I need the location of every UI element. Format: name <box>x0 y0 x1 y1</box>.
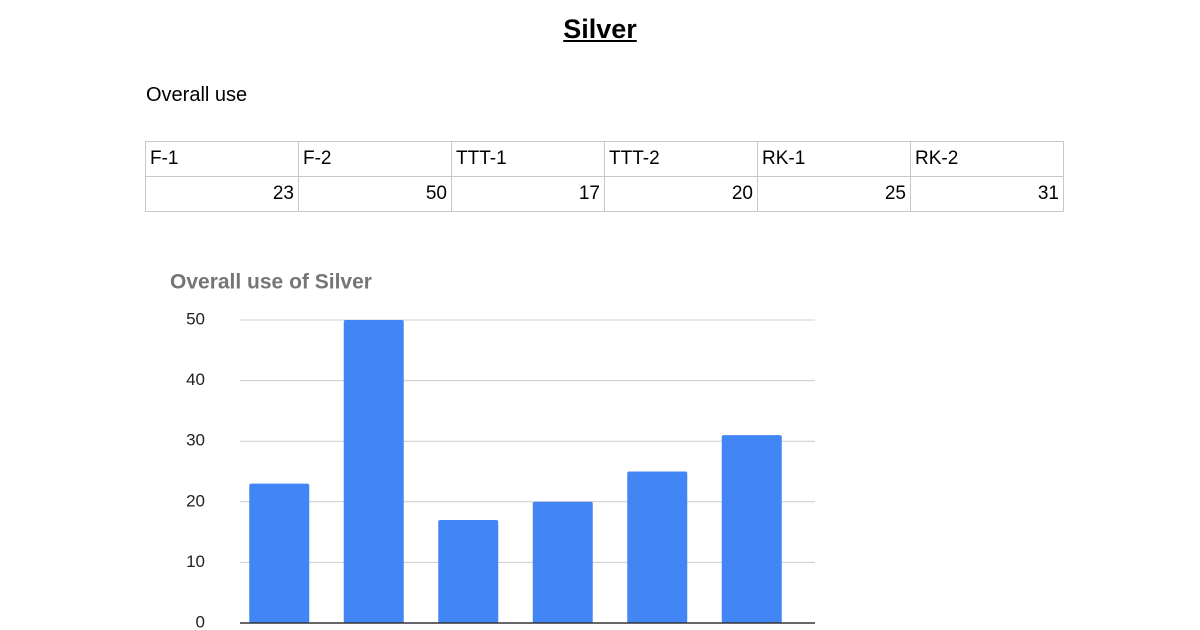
table-cell: 31 <box>910 176 1064 212</box>
table-cell: 23 <box>145 176 299 212</box>
table-row: 23 50 17 20 25 31 <box>145 176 1064 212</box>
table-cell: 25 <box>757 176 911 212</box>
bar <box>438 519 499 623</box>
table-cell: RK-1 <box>757 141 911 177</box>
table-row: F-1 F-2 TTT-1 TTT-2 RK-1 RK-2 <box>145 141 1064 177</box>
bar <box>721 435 782 623</box>
bar <box>532 501 593 623</box>
data-table: F-1 F-2 TTT-1 TTT-2 RK-1 RK-2 23 50 17 20 25 31 <box>145 141 1064 212</box>
bar <box>627 471 688 623</box>
chart-title: Overall use of Silver <box>170 271 372 294</box>
y-tick-label: 50 <box>186 309 205 328</box>
y-tick-label: 30 <box>186 431 205 450</box>
doc-subtitle: Overall use <box>146 84 248 106</box>
y-tick-label: 10 <box>186 552 205 571</box>
y-tick-label: 20 <box>186 491 205 510</box>
table-cell: 50 <box>298 176 452 212</box>
table-cell: TTT-2 <box>604 141 758 177</box>
bar <box>343 320 404 623</box>
y-tick-label: 0 <box>196 612 205 630</box>
doc-title: Silver <box>563 14 637 44</box>
table-cell: 20 <box>604 176 758 212</box>
table-cell: 17 <box>451 176 605 212</box>
bar <box>249 483 310 623</box>
y-tick-label: 40 <box>186 370 205 389</box>
table-cell: RK-2 <box>910 141 1064 177</box>
